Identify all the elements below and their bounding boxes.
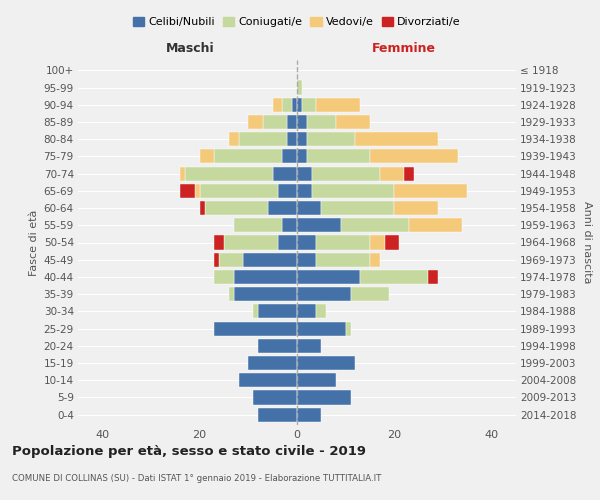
Bar — [297, 322, 346, 336]
Bar — [200, 201, 205, 215]
Bar — [297, 132, 307, 146]
Bar — [316, 98, 360, 112]
Bar — [234, 287, 297, 301]
Bar — [229, 132, 239, 146]
Bar — [297, 236, 316, 250]
Bar — [244, 252, 297, 267]
Y-axis label: Anni di nascita: Anni di nascita — [583, 201, 592, 284]
Bar — [311, 184, 394, 198]
Text: COMUNE DI COLLINAS (SU) - Dati ISTAT 1° gennaio 2019 - Elaborazione TUTTITALIA.I: COMUNE DI COLLINAS (SU) - Dati ISTAT 1° … — [12, 474, 382, 483]
Text: Femmine: Femmine — [372, 42, 436, 55]
Bar — [283, 98, 292, 112]
Bar — [200, 150, 214, 164]
Bar — [214, 322, 297, 336]
Bar — [214, 252, 219, 267]
Bar — [258, 408, 297, 422]
Bar — [346, 322, 350, 336]
Bar — [283, 150, 297, 164]
Bar — [302, 98, 316, 112]
Bar — [307, 115, 336, 129]
Bar — [307, 150, 370, 164]
Bar — [316, 252, 370, 267]
Text: Popolazione per età, sesso e stato civile - 2019: Popolazione per età, sesso e stato civil… — [12, 445, 366, 458]
Bar — [297, 150, 307, 164]
Bar — [278, 184, 297, 198]
Bar — [214, 150, 283, 164]
Bar — [311, 166, 380, 180]
Bar — [195, 184, 200, 198]
Bar — [253, 390, 297, 404]
Bar — [336, 115, 370, 129]
Bar — [316, 304, 326, 318]
Bar — [307, 132, 355, 146]
Bar — [404, 166, 414, 180]
Bar — [297, 287, 350, 301]
Bar — [283, 218, 297, 232]
Bar — [180, 166, 185, 180]
Bar — [292, 98, 297, 112]
Bar — [297, 270, 360, 284]
Bar — [224, 236, 278, 250]
Bar — [272, 98, 283, 112]
Bar — [394, 201, 438, 215]
Bar — [355, 132, 438, 146]
Bar — [370, 236, 385, 250]
Bar — [428, 270, 438, 284]
Bar — [360, 270, 428, 284]
Bar — [297, 184, 311, 198]
Bar — [287, 115, 297, 129]
Bar — [316, 236, 370, 250]
Bar — [297, 408, 322, 422]
Bar — [239, 373, 297, 388]
Y-axis label: Fasce di età: Fasce di età — [29, 210, 40, 276]
Bar — [394, 184, 467, 198]
Bar — [268, 201, 297, 215]
Bar — [297, 115, 307, 129]
Bar — [297, 373, 336, 388]
Bar — [205, 201, 268, 215]
Bar — [380, 166, 404, 180]
Bar — [350, 287, 389, 301]
Bar — [287, 132, 297, 146]
Bar — [248, 356, 297, 370]
Bar — [297, 304, 316, 318]
Bar — [297, 390, 350, 404]
Bar — [263, 115, 287, 129]
Bar — [200, 184, 278, 198]
Bar — [341, 218, 409, 232]
Bar — [297, 201, 322, 215]
Bar — [258, 338, 297, 353]
Bar — [297, 80, 302, 94]
Bar — [258, 304, 297, 318]
Legend: Celibi/Nubili, Coniugati/e, Vedovi/e, Divorziati/e: Celibi/Nubili, Coniugati/e, Vedovi/e, Di… — [131, 14, 463, 30]
Bar — [297, 252, 316, 267]
Bar — [239, 132, 287, 146]
Bar — [278, 236, 297, 250]
Bar — [272, 166, 297, 180]
Bar — [234, 218, 283, 232]
Bar — [219, 252, 244, 267]
Bar — [234, 270, 297, 284]
Bar — [248, 115, 263, 129]
Bar — [214, 270, 234, 284]
Text: Maschi: Maschi — [166, 42, 214, 55]
Bar — [214, 236, 224, 250]
Bar — [409, 218, 463, 232]
Bar — [297, 166, 311, 180]
Bar — [253, 304, 258, 318]
Bar — [297, 98, 302, 112]
Bar — [229, 287, 234, 301]
Bar — [180, 184, 195, 198]
Bar — [370, 252, 380, 267]
Bar — [185, 166, 272, 180]
Bar — [297, 356, 355, 370]
Bar — [297, 338, 322, 353]
Bar — [370, 150, 458, 164]
Bar — [322, 201, 394, 215]
Bar — [297, 218, 341, 232]
Bar — [385, 236, 399, 250]
